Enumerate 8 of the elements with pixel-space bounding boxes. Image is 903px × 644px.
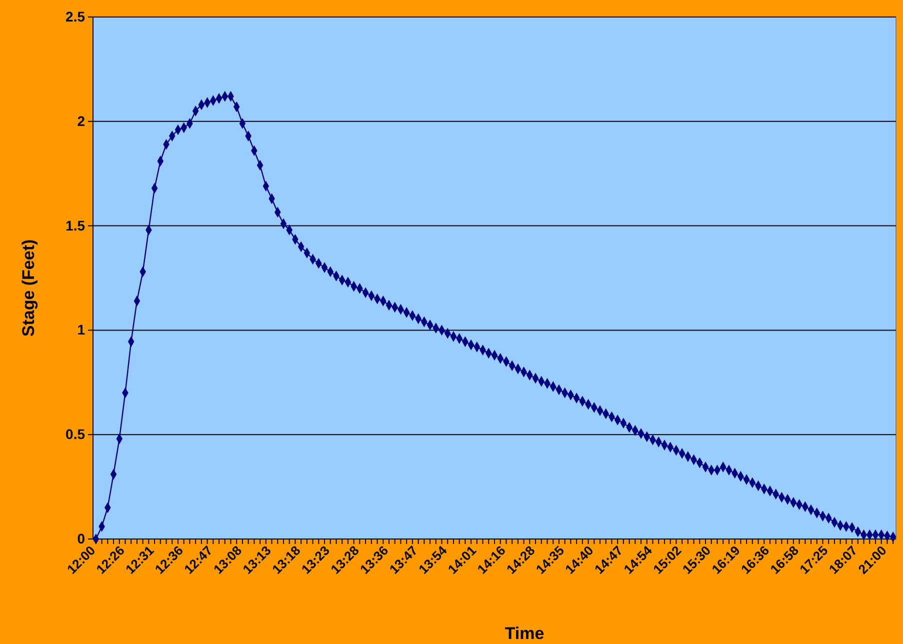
y-tick-label: 1 bbox=[77, 322, 86, 338]
y-tick-label: 0.5 bbox=[66, 426, 86, 442]
y-tick-label: 0 bbox=[77, 530, 86, 546]
y-tick-label: 2.5 bbox=[66, 8, 86, 24]
x-axis-title: Time bbox=[504, 624, 544, 643]
y-tick-label: 1.5 bbox=[66, 217, 86, 234]
y-axis-title: Stage (Feet) bbox=[19, 239, 38, 337]
y-tick-label: 2 bbox=[77, 112, 86, 129]
